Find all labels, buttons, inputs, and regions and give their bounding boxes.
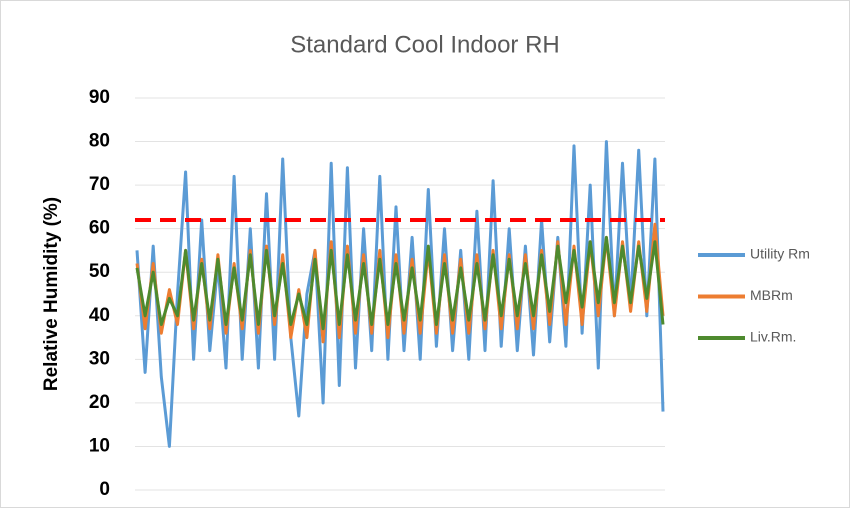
y-tick-label: 70	[89, 174, 110, 195]
legend-label: MBRm	[750, 287, 793, 303]
y-tick-label: 80	[89, 131, 110, 152]
y-tick-label: 20	[89, 392, 110, 413]
y-tick-label: 40	[89, 305, 110, 326]
legend-label: Utility Rm	[750, 246, 810, 262]
series-line	[135, 235, 665, 331]
y-axis-label: Relative Humidity (%)	[41, 197, 62, 391]
y-tick-label: 90	[89, 87, 110, 108]
legend-label: Liv.Rm.	[750, 329, 796, 345]
y-tick-label: 60	[89, 218, 110, 239]
y-tick-label: 0	[99, 479, 110, 500]
series-line	[135, 140, 665, 448]
y-tick-label: 10	[89, 435, 110, 456]
y-tick-label: 50	[89, 261, 110, 282]
chart-title: Standard Cool Indoor RH	[290, 31, 559, 58]
y-tick-label: 30	[89, 348, 110, 369]
